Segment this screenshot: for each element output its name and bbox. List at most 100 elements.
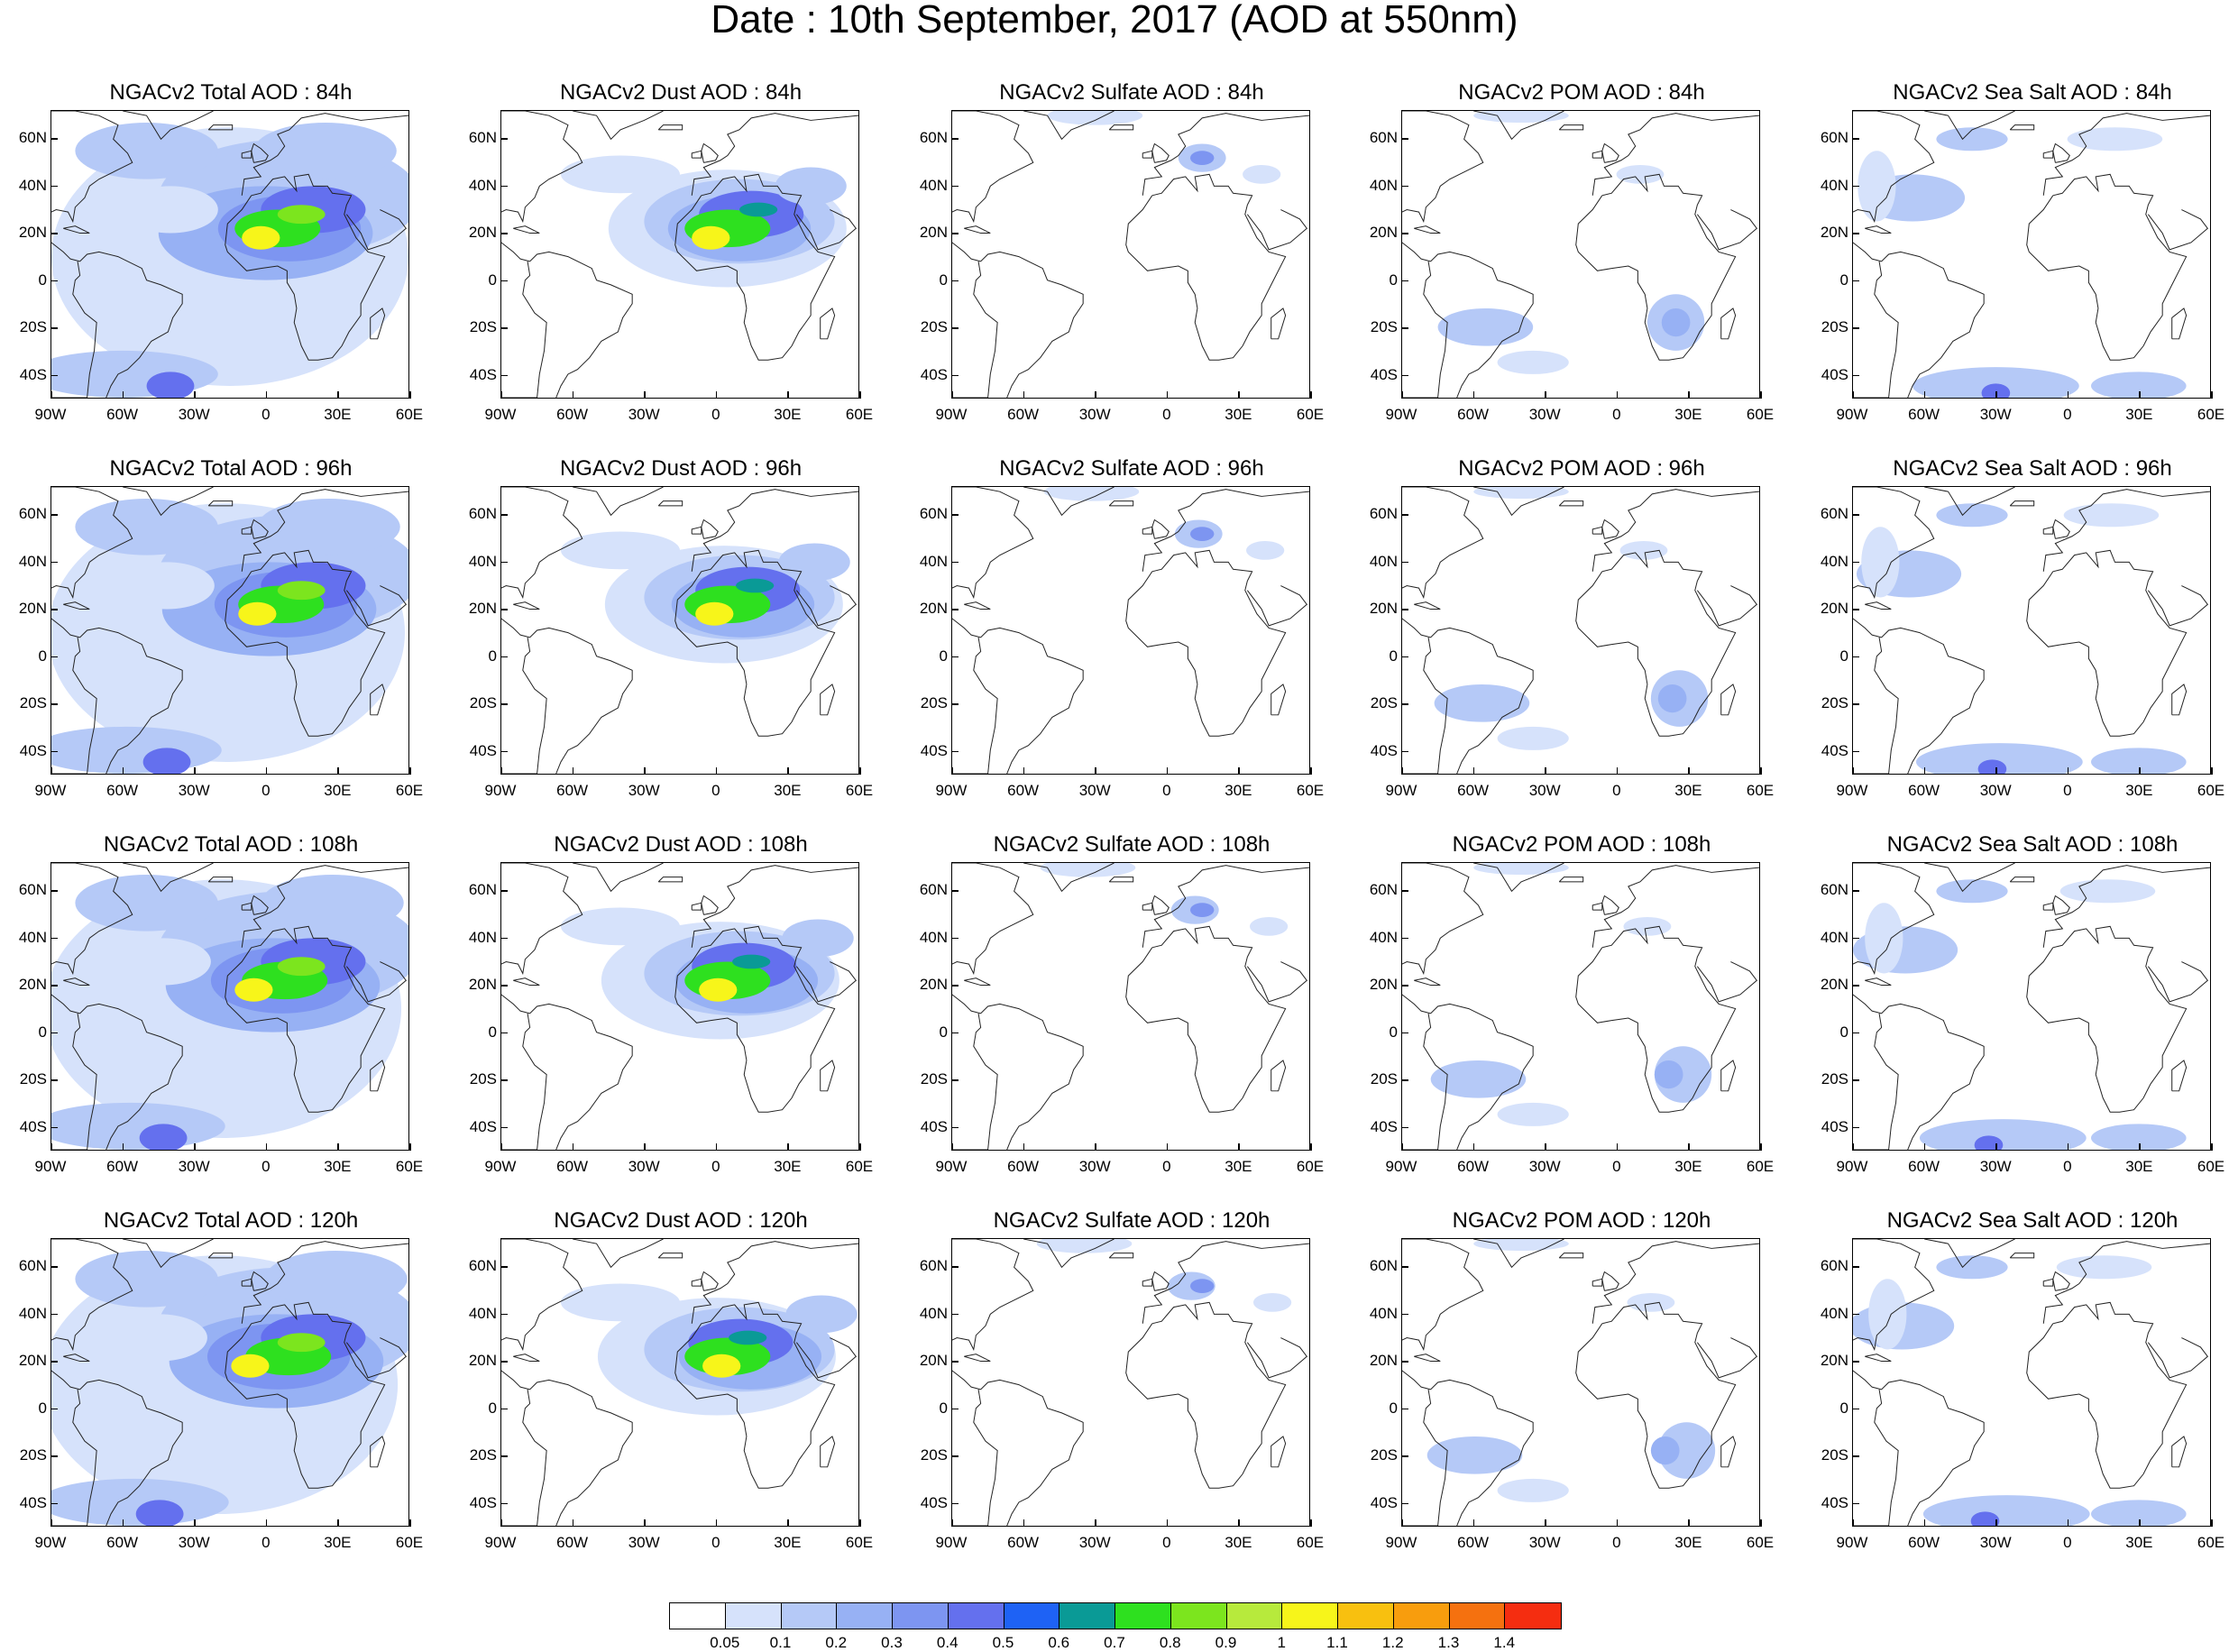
aod-field-map bbox=[501, 1239, 858, 1526]
latitude-label: 20S bbox=[920, 694, 948, 712]
latitude-label: 20S bbox=[469, 694, 497, 712]
longitude-label: 60W bbox=[1908, 782, 1940, 799]
lat-tick bbox=[951, 1455, 959, 1457]
colorbar-label: 1.1 bbox=[1326, 1634, 1348, 1651]
lon-tick bbox=[1616, 1519, 1619, 1527]
longitude-label: 30E bbox=[1674, 406, 1702, 423]
aod-shading bbox=[1661, 307, 1691, 337]
aod-shading bbox=[1497, 1102, 1569, 1126]
longitude-label: 60W bbox=[556, 406, 589, 423]
coastline bbox=[674, 549, 836, 737]
lat-tick bbox=[1852, 185, 1859, 188]
lon-tick bbox=[1095, 1519, 1096, 1527]
map-plot-area bbox=[50, 1238, 409, 1527]
lat-tick bbox=[50, 656, 58, 658]
latitude-label: 20S bbox=[469, 1070, 497, 1088]
aod-shading bbox=[238, 601, 277, 626]
coastline bbox=[1142, 902, 1153, 911]
coastline bbox=[2042, 113, 2210, 196]
longitude-label: 60E bbox=[1746, 782, 1775, 799]
longitude-label: 60E bbox=[395, 1534, 424, 1551]
coastline bbox=[691, 113, 858, 196]
aod-shading bbox=[75, 875, 218, 932]
coastline bbox=[1720, 684, 1737, 716]
coastline bbox=[795, 585, 857, 627]
longitude-label: 0 bbox=[711, 1534, 720, 1551]
lon-tick bbox=[644, 767, 646, 775]
aod-shading bbox=[139, 1124, 188, 1150]
coastline bbox=[952, 637, 998, 774]
longitude-label: 60E bbox=[1296, 1534, 1325, 1551]
map-panel: NGACv2 Dust AOD : 96h 60N 40N 20N 0 20S 40S 90W… bbox=[454, 457, 873, 818]
coastline bbox=[1023, 1239, 1114, 1269]
lat-tick bbox=[500, 561, 508, 564]
aod-shading bbox=[1243, 164, 1281, 184]
latitude-label: 60N bbox=[468, 1257, 497, 1275]
latitude-label: 0 bbox=[1389, 1023, 1398, 1041]
map-panel: NGACv2 Sulfate AOD : 84h 60N 40N 20N 0 20S 40S… bbox=[904, 81, 1324, 442]
lat-tick bbox=[50, 750, 58, 753]
latitude-label: 20N bbox=[1820, 1352, 1848, 1370]
latitude-label: 60N bbox=[919, 505, 948, 523]
lat-tick bbox=[951, 703, 959, 705]
longitude-label: 0 bbox=[261, 406, 271, 423]
latitude-label: 40N bbox=[468, 928, 497, 946]
coastline bbox=[952, 994, 1084, 1150]
lon-tick bbox=[194, 1143, 196, 1151]
panel-title: NGACv2 Dust AOD : 120h bbox=[554, 1208, 808, 1233]
latitude-label: 40S bbox=[920, 1117, 948, 1135]
lat-tick bbox=[1852, 1079, 1859, 1081]
latitude-label: 20S bbox=[1821, 1446, 1848, 1464]
coastline bbox=[207, 124, 234, 131]
longitude-label: 60E bbox=[845, 1534, 874, 1551]
coastline bbox=[1865, 1354, 1892, 1363]
latitude-label: 20S bbox=[920, 1446, 948, 1464]
lon-tick bbox=[951, 767, 953, 775]
lat-tick bbox=[1401, 1408, 1408, 1410]
aod-shading bbox=[2091, 1124, 2187, 1150]
coastline bbox=[1591, 1278, 1603, 1287]
coastline bbox=[1853, 1013, 1899, 1150]
lat-tick bbox=[500, 656, 508, 658]
coastline bbox=[501, 261, 547, 398]
longitude-label: 30E bbox=[324, 782, 352, 799]
coastline bbox=[1853, 637, 1899, 774]
latitude-label: 40S bbox=[1370, 1117, 1398, 1135]
longitude-label: 0 bbox=[2063, 1534, 2072, 1551]
coastline bbox=[952, 1239, 1034, 1352]
latitude-label: 40N bbox=[1820, 1304, 1848, 1322]
longitude-label: 60E bbox=[1746, 1534, 1775, 1551]
longitude-label: 60W bbox=[1007, 406, 1040, 423]
panel-title: NGACv2 Sea Salt AOD : 120h bbox=[1886, 1208, 2179, 1233]
coastline bbox=[1853, 261, 1899, 398]
aod-field-map bbox=[51, 487, 408, 774]
latitude-label: 40S bbox=[920, 741, 948, 759]
latitude-label: 40S bbox=[920, 365, 948, 383]
longitude-label: 30E bbox=[324, 1534, 352, 1551]
colorbar-label: 0.3 bbox=[881, 1634, 903, 1651]
panel-title: NGACv2 POM AOD : 108h bbox=[1452, 832, 1711, 857]
map-plot-area bbox=[951, 110, 1310, 399]
aod-shading bbox=[2056, 1255, 2152, 1280]
latitude-label: 20S bbox=[1821, 694, 1848, 712]
coastline bbox=[51, 863, 133, 976]
lat-tick bbox=[500, 1408, 508, 1410]
colorbar-swatch bbox=[670, 1603, 726, 1629]
longitude-label: 30W bbox=[628, 1534, 660, 1551]
coastline bbox=[1853, 242, 1985, 398]
longitude-label: 90W bbox=[1385, 782, 1417, 799]
longitude-label: 60W bbox=[1457, 1158, 1490, 1175]
coastline bbox=[1853, 1239, 1935, 1352]
longitude-label: 0 bbox=[711, 782, 720, 799]
lat-tick bbox=[1401, 890, 1408, 892]
aod-shading bbox=[112, 1314, 207, 1362]
aod-shading bbox=[739, 202, 778, 217]
colorbar-label: 0.6 bbox=[1048, 1634, 1070, 1651]
latitude-label: 40S bbox=[19, 1493, 47, 1511]
longitude-label: 90W bbox=[34, 1158, 67, 1175]
coastline bbox=[2042, 902, 2054, 911]
latitude-label: 20N bbox=[18, 976, 47, 994]
coastline bbox=[1108, 876, 1134, 883]
colorbar-swatch bbox=[1282, 1603, 1338, 1629]
